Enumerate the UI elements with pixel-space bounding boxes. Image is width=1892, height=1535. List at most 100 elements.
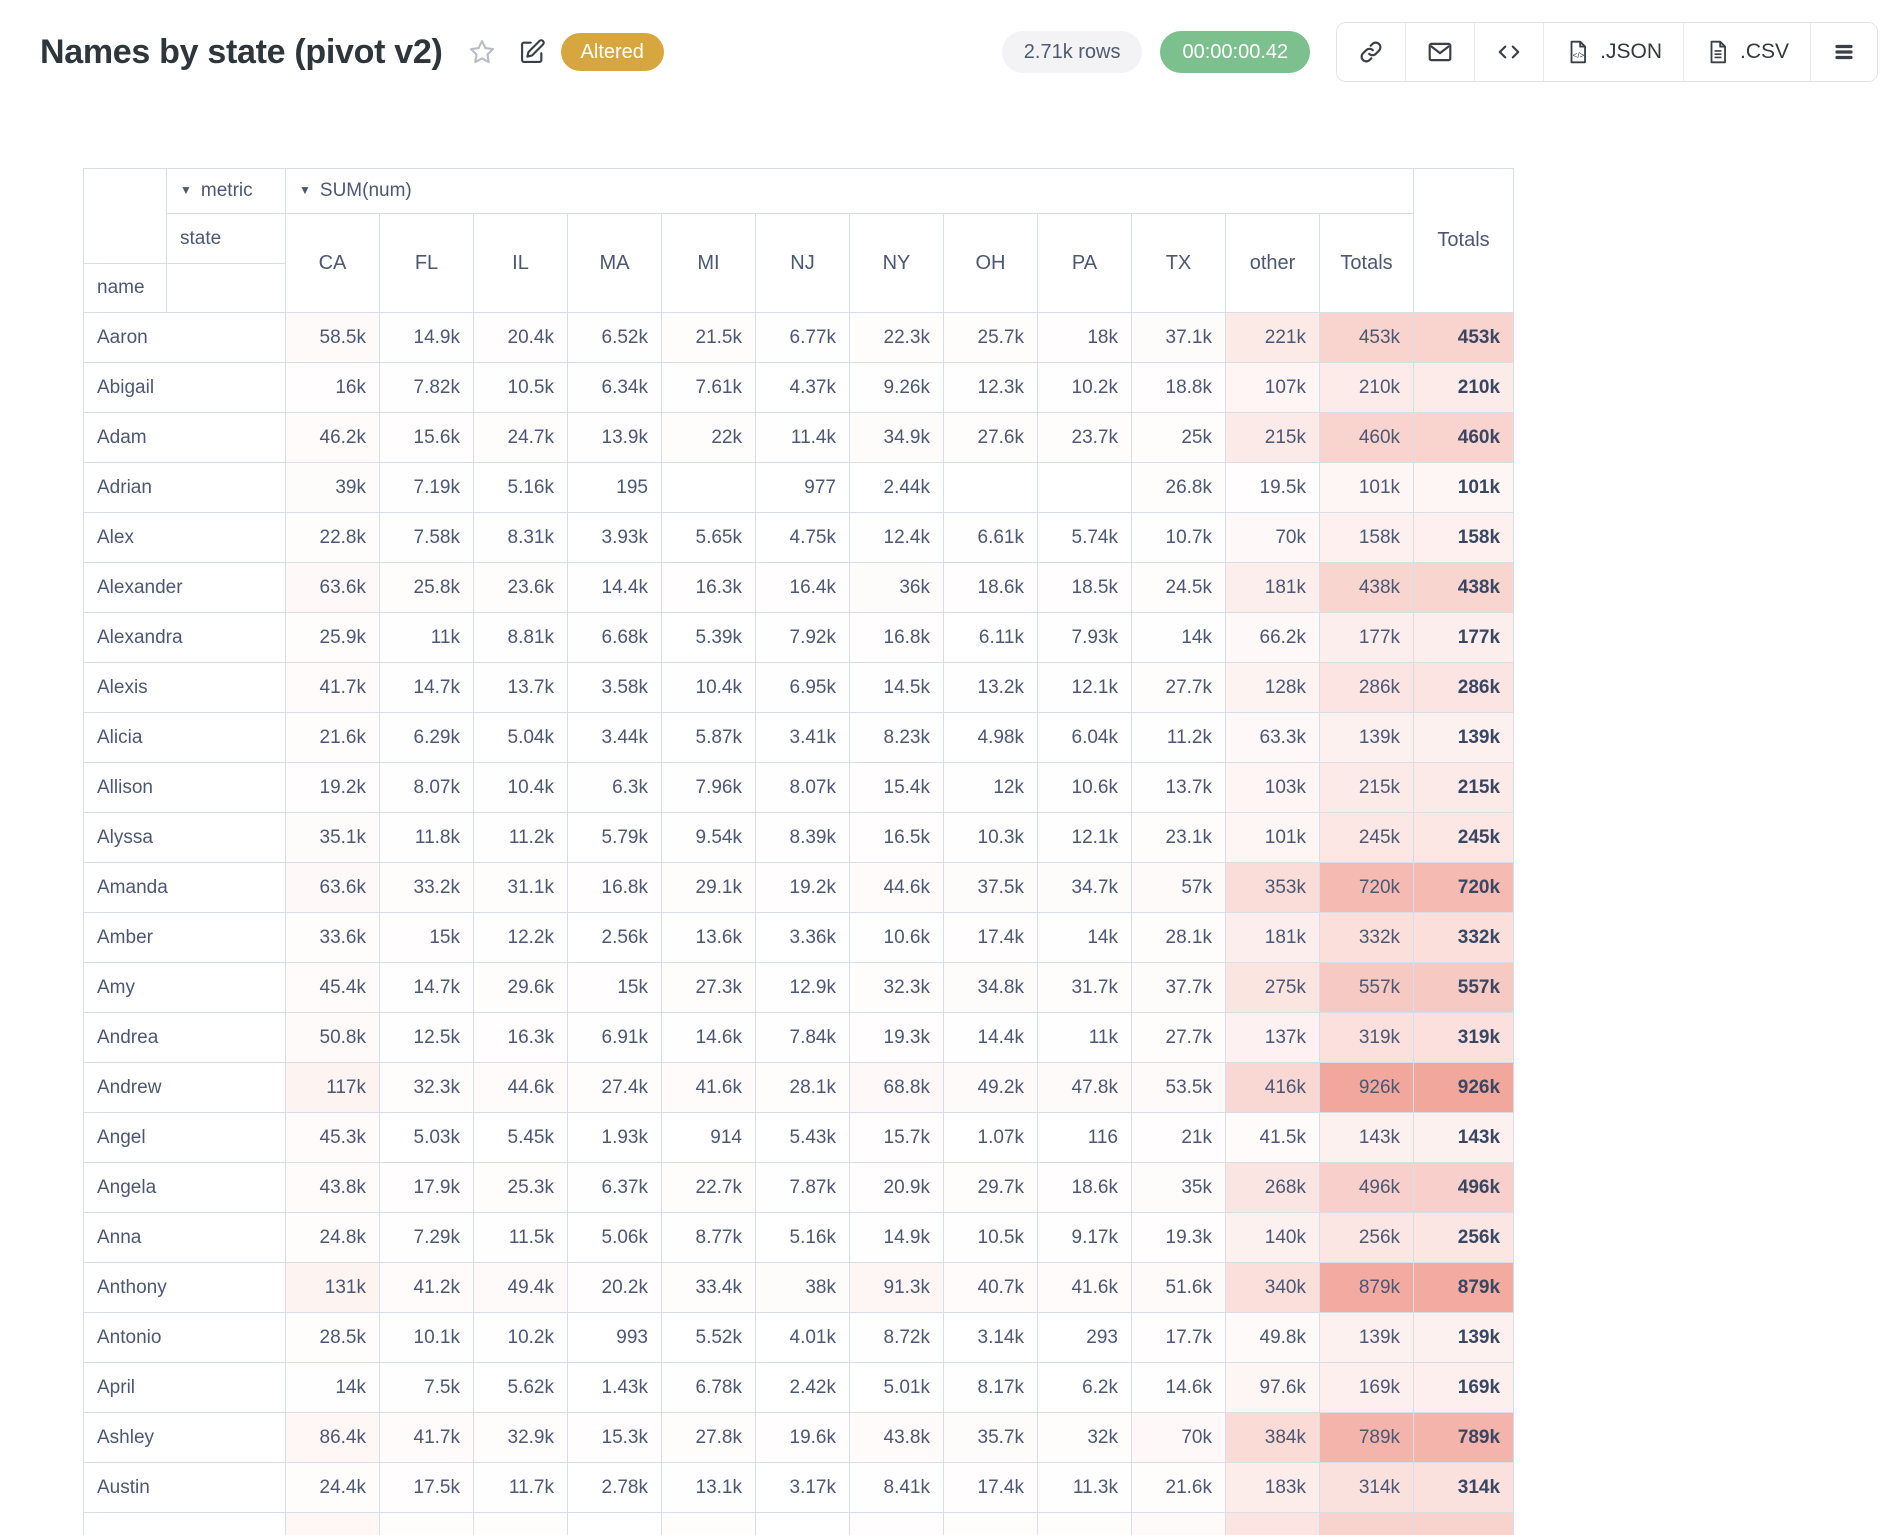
value-cell[interactable]: 21k bbox=[1131, 1112, 1226, 1163]
value-cell[interactable]: 183k bbox=[1225, 1462, 1320, 1513]
value-cell[interactable]: 41.2k bbox=[379, 1262, 474, 1313]
row-name-cell[interactable]: Alexandra bbox=[83, 612, 286, 663]
value-cell[interactable]: 137k bbox=[1225, 1012, 1320, 1063]
row-total-cell[interactable]: 256k bbox=[1413, 1212, 1515, 1263]
link-button[interactable] bbox=[1337, 23, 1406, 81]
value-cell[interactable]: 3.36k bbox=[755, 912, 850, 963]
value-cell[interactable] bbox=[943, 462, 1038, 513]
value-cell[interactable]: 14.7k bbox=[379, 962, 474, 1013]
row-total-cell[interactable]: 286k bbox=[1413, 662, 1515, 713]
value-cell[interactable]: 10.4k bbox=[661, 662, 756, 713]
value-cell[interactable]: 384k bbox=[1225, 1412, 1320, 1463]
value-cell[interactable]: 28.1k bbox=[1131, 912, 1226, 963]
value-cell[interactable]: 977 bbox=[755, 462, 850, 513]
value-cell[interactable]: 10.2k bbox=[1037, 362, 1132, 413]
value-cell[interactable]: 16.8k bbox=[567, 862, 662, 913]
value-cell[interactable]: 6.11k bbox=[943, 612, 1038, 663]
row-name-cell[interactable]: Alicia bbox=[83, 712, 286, 763]
value-cell[interactable]: 8.41k bbox=[849, 1462, 944, 1513]
value-cell[interactable]: 17.9k bbox=[379, 1162, 474, 1213]
value-cell[interactable]: 8.23k bbox=[849, 712, 944, 763]
value-cell[interactable]: 19.3k bbox=[1131, 1212, 1226, 1263]
value-cell[interactable]: 128k bbox=[1225, 662, 1320, 713]
value-cell[interactable]: 6.68k bbox=[567, 612, 662, 663]
value-cell[interactable]: 18.5k bbox=[1037, 562, 1132, 613]
value-cell[interactable]: 49.2k bbox=[943, 1062, 1038, 1113]
value-cell[interactable]: 6.29k bbox=[379, 712, 474, 763]
value-cell[interactable]: 27.4k bbox=[567, 1062, 662, 1113]
row-name-cell[interactable]: Andrew bbox=[83, 1062, 286, 1113]
value-cell[interactable]: 15.6k bbox=[379, 412, 474, 463]
value-cell[interactable]: 49.8k bbox=[1225, 1312, 1320, 1363]
value-cell[interactable]: 10.6k bbox=[849, 912, 944, 963]
value-cell[interactable]: 19.3k bbox=[849, 1012, 944, 1063]
value-cell[interactable]: 5.06k bbox=[567, 1212, 662, 1263]
value-cell[interactable]: 32k bbox=[1037, 1412, 1132, 1463]
value-cell[interactable]: 6.61k bbox=[943, 512, 1038, 563]
value-cell[interactable]: 14.7k bbox=[379, 662, 474, 713]
value-cell[interactable]: 926k bbox=[1318, 1062, 1415, 1113]
value-cell[interactable]: 438k bbox=[1318, 562, 1415, 613]
value-cell[interactable]: 5.16k bbox=[473, 462, 568, 513]
value-cell[interactable]: 215k bbox=[1318, 762, 1415, 813]
value-cell[interactable]: 23.7k bbox=[1037, 412, 1132, 463]
value-cell[interactable]: 4.37k bbox=[755, 362, 850, 413]
value-cell[interactable]: 11.8k bbox=[379, 812, 474, 863]
row-total-cell[interactable]: 210k bbox=[1413, 362, 1515, 413]
value-cell[interactable]: 43.8k bbox=[285, 1162, 380, 1213]
value-cell[interactable]: 20.9k bbox=[849, 1162, 944, 1213]
value-cell[interactable]: 3.41k bbox=[755, 712, 850, 763]
row-name-cell[interactable]: Ashley bbox=[83, 1412, 286, 1463]
value-cell[interactable]: 5.74k bbox=[1037, 512, 1132, 563]
row-name-cell[interactable]: Anna bbox=[83, 1212, 286, 1263]
value-cell[interactable]: 18.8k bbox=[1131, 362, 1226, 413]
value-cell[interactable]: 22.8k bbox=[285, 512, 380, 563]
value-cell[interactable]: 1.07k bbox=[943, 1112, 1038, 1163]
row-name-cell[interactable]: Aaron bbox=[83, 312, 286, 363]
value-cell[interactable]: 14k bbox=[1037, 912, 1132, 963]
value-cell[interactable]: 37.7k bbox=[1131, 962, 1226, 1013]
value-cell[interactable]: 9.17k bbox=[1037, 1212, 1132, 1263]
value-cell[interactable]: 140k bbox=[1225, 1212, 1320, 1263]
row-total-cell[interactable]: 557k bbox=[1413, 962, 1515, 1013]
value-cell[interactable]: 49.4k bbox=[473, 1262, 568, 1313]
value-cell[interactable]: 460k bbox=[1318, 412, 1415, 463]
value-cell[interactable] bbox=[1037, 462, 1132, 513]
row-name-cell[interactable]: April bbox=[83, 1362, 286, 1413]
row-name-cell[interactable]: Alexander bbox=[83, 562, 286, 613]
value-cell[interactable]: 17.7k bbox=[1131, 1312, 1226, 1363]
value-cell[interactable]: 2.44k bbox=[849, 462, 944, 513]
value-cell[interactable]: 1.43k bbox=[567, 1362, 662, 1413]
sum-header[interactable]: ▼ SUM(num) bbox=[284, 168, 1415, 214]
row-name-cell[interactable]: Alex bbox=[83, 512, 286, 563]
row-total-cell[interactable]: 245k bbox=[1413, 812, 1515, 863]
value-cell[interactable]: 11.2k bbox=[1131, 712, 1226, 763]
value-cell[interactable]: 18k bbox=[1037, 312, 1132, 363]
value-cell[interactable]: 58.5k bbox=[285, 312, 380, 363]
value-cell[interactable]: 9.54k bbox=[661, 812, 756, 863]
value-cell[interactable]: 25.8k bbox=[379, 562, 474, 613]
value-cell[interactable]: 18.6k bbox=[1037, 1162, 1132, 1213]
value-cell[interactable]: 35k bbox=[1131, 1162, 1226, 1213]
value-cell[interactable]: 43.8k bbox=[849, 1412, 944, 1463]
value-cell[interactable]: 7.58k bbox=[379, 512, 474, 563]
value-cell[interactable]: 6.52k bbox=[567, 312, 662, 363]
value-cell[interactable]: 41.6k bbox=[1037, 1262, 1132, 1313]
value-cell[interactable]: 17.5k bbox=[379, 1462, 474, 1513]
value-cell[interactable]: 1.93k bbox=[567, 1112, 662, 1163]
mail-button[interactable] bbox=[1405, 23, 1475, 81]
column-header-nj[interactable]: NJ bbox=[755, 213, 850, 313]
value-cell[interactable]: 12.2k bbox=[473, 912, 568, 963]
value-cell[interactable]: 353k bbox=[1225, 862, 1320, 913]
value-cell[interactable]: 15k bbox=[379, 912, 474, 963]
value-cell[interactable]: 47.8k bbox=[1037, 1062, 1132, 1113]
value-cell[interactable]: 16k bbox=[285, 362, 380, 413]
value-cell[interactable]: 7.87k bbox=[755, 1162, 850, 1213]
value-cell[interactable]: 14k bbox=[285, 1362, 380, 1413]
value-cell[interactable]: 7.29k bbox=[379, 1212, 474, 1263]
row-total-cell[interactable]: 496k bbox=[1413, 1162, 1515, 1213]
value-cell[interactable]: 6.95k bbox=[755, 662, 850, 713]
value-cell[interactable]: 6.78k bbox=[661, 1362, 756, 1413]
value-cell[interactable]: 5.79k bbox=[567, 812, 662, 863]
column-header-mi[interactable]: MI bbox=[661, 213, 756, 313]
